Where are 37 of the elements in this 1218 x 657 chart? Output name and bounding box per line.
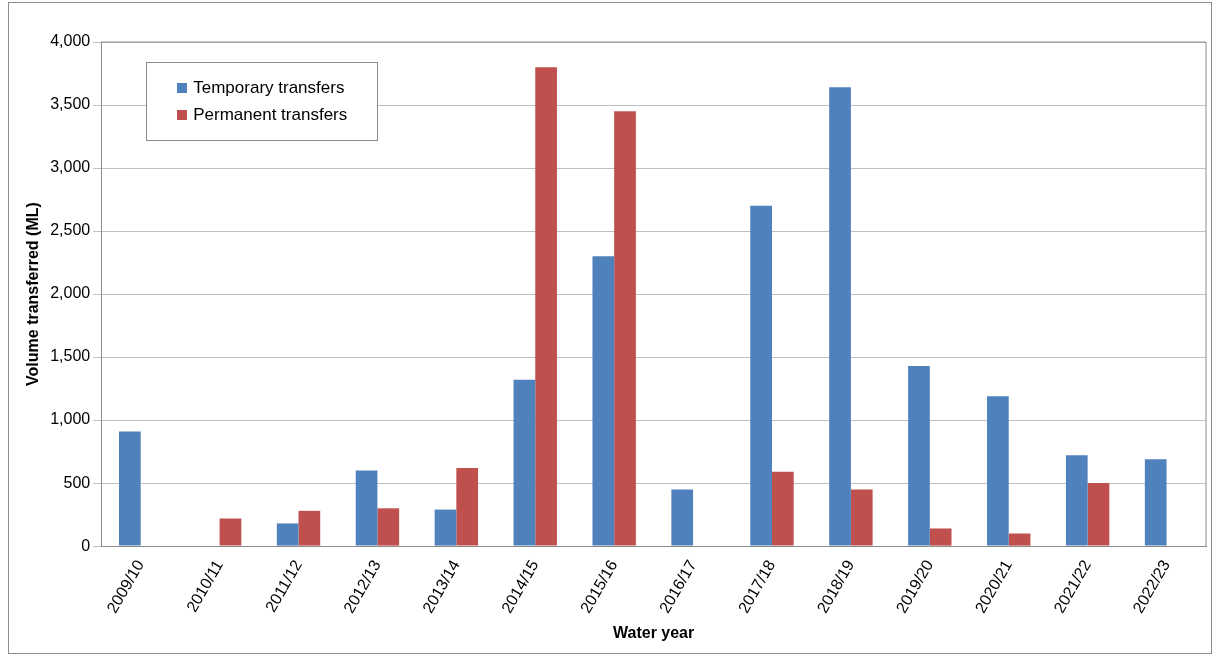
legend-label: Temporary transfers	[193, 78, 345, 98]
bar	[929, 528, 952, 546]
y-tick-label: 0	[81, 536, 91, 554]
bar	[850, 489, 873, 546]
bar	[671, 489, 694, 546]
y-tick-label: 4,000	[50, 32, 91, 50]
bar	[1087, 483, 1110, 546]
bar	[377, 508, 400, 546]
bar	[750, 205, 772, 546]
y-tick-label: 3,500	[50, 95, 91, 113]
bar	[987, 396, 1009, 546]
bar	[434, 509, 457, 546]
y-tick-label: 500	[63, 473, 91, 491]
bar	[908, 365, 930, 546]
x-axis-title: Water year	[613, 623, 695, 641]
bar	[614, 111, 636, 546]
y-tick-label: 1,000	[50, 410, 91, 428]
bar	[298, 510, 321, 546]
bar	[513, 379, 536, 546]
bar	[1065, 455, 1088, 546]
bar	[535, 67, 557, 546]
y-tick-label: 2,000	[50, 284, 91, 302]
bar	[592, 256, 615, 546]
bar	[276, 523, 299, 546]
bar	[219, 518, 242, 546]
bar	[771, 471, 794, 546]
y-axis-title: Volume transferred (ML)	[24, 202, 42, 386]
bar	[1144, 459, 1167, 546]
y-tick-label: 1,500	[50, 347, 91, 365]
y-tick-label: 3,000	[50, 158, 91, 176]
y-tick-label: 2,500	[50, 221, 91, 239]
bar	[456, 467, 479, 546]
legend-label: Permanent transfers	[193, 105, 348, 125]
bar	[355, 470, 378, 546]
bar	[118, 431, 141, 546]
bar	[1008, 533, 1031, 546]
bar	[829, 87, 851, 546]
